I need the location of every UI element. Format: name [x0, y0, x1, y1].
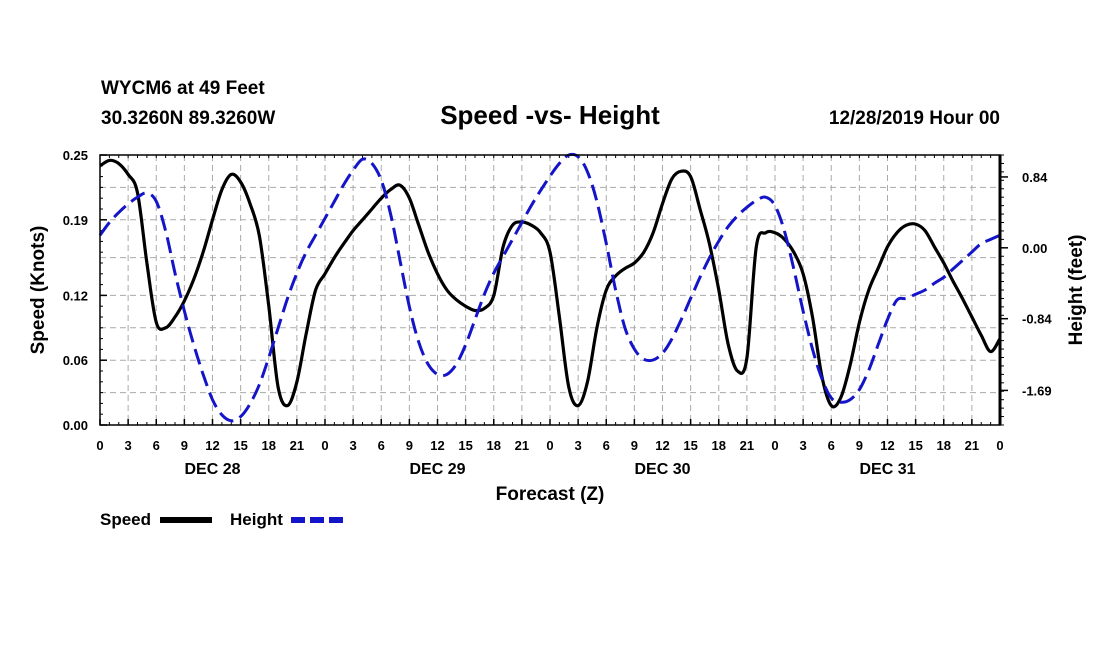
y-tick-label-right: -0.84	[1022, 312, 1052, 327]
x-tick-label: 18	[712, 438, 726, 453]
x-tick-label: 21	[290, 438, 304, 453]
x-tick-label: 3	[350, 438, 357, 453]
series-lines	[98, 152, 1002, 423]
station-label: WYCM6 at 49 Feet	[101, 78, 265, 99]
x-axis-label: Forecast (Z)	[496, 484, 605, 505]
x-tick-label: 12	[880, 438, 894, 453]
x-tick-label: 21	[515, 438, 529, 453]
y-tick-label-left: 0.25	[63, 148, 88, 163]
x-tick-label: 9	[406, 438, 413, 453]
x-tick-label: 12	[430, 438, 444, 453]
y-tick-label-right: 0.00	[1022, 241, 1047, 256]
y-tick-label-right: 0.84	[1022, 170, 1048, 185]
x-tick-label: 18	[487, 438, 501, 453]
y-tick-label-left: 0.06	[63, 353, 88, 368]
x-tick-label: 18	[262, 438, 276, 453]
axis-ticks	[99, 154, 1008, 426]
legend-speed-label: Speed	[100, 510, 151, 529]
legend-height-label: Height	[230, 510, 283, 529]
legend: Speed Height	[100, 510, 343, 529]
date-label: DEC 29	[409, 461, 465, 478]
y-tick-label-left: 0.12	[63, 288, 88, 303]
x-tick-label: 6	[378, 438, 385, 453]
coordinates-label: 30.3260N 89.3260W	[101, 108, 275, 129]
y-tick-label-right: -1.69	[1022, 383, 1052, 398]
x-tick-label: 15	[908, 438, 922, 453]
x-tick-label: 6	[153, 438, 160, 453]
x-tick-label: 12	[205, 438, 219, 453]
x-tick-label: 9	[631, 438, 638, 453]
x-tick-label: 15	[683, 438, 697, 453]
date-label: DEC 28	[184, 461, 240, 478]
y-tick-label-left: 0.19	[63, 213, 88, 228]
x-tick-label: 0	[321, 438, 328, 453]
date-label: DEC 31	[859, 461, 915, 478]
tick-labels: 0 3 6 9 12 15 18 21 0 3 6 9 12 15 18 21 0 3 6 9 12 15 18 21 0 3 6 9…	[63, 148, 1053, 478]
x-tick-label: 9	[856, 438, 863, 453]
y-axis-label-left: Speed (Knots)	[28, 226, 49, 355]
y-tick-label-left: 0.00	[63, 418, 88, 433]
grid-lines	[100, 155, 1000, 425]
x-tick-label: 3	[575, 438, 582, 453]
timestamp-label: 12/28/2019 Hour 00	[829, 108, 1000, 129]
x-tick-label: 9	[181, 438, 188, 453]
x-tick-label: 21	[965, 438, 979, 453]
height-series-line	[98, 152, 1001, 423]
x-tick-label: 3	[800, 438, 807, 453]
x-tick-label: 12	[655, 438, 669, 453]
x-tick-label: 0	[546, 438, 553, 453]
x-tick-label: 21	[740, 438, 754, 453]
x-tick-label: 18	[937, 438, 951, 453]
x-tick-label: 6	[828, 438, 835, 453]
x-tick-label: 3	[125, 438, 132, 453]
speed-series-line	[99, 158, 1002, 409]
y-axis-label-right: Height (feet)	[1066, 235, 1087, 346]
x-tick-label: 15	[233, 438, 247, 453]
x-tick-label: 0	[771, 438, 778, 453]
x-tick-label: 6	[603, 438, 610, 453]
chart-title: Speed -vs- Height	[440, 100, 660, 130]
x-tick-label: 0	[996, 438, 1003, 453]
x-tick-label: 15	[458, 438, 472, 453]
date-label: DEC 30	[634, 461, 690, 478]
x-tick-label: 0	[96, 438, 103, 453]
